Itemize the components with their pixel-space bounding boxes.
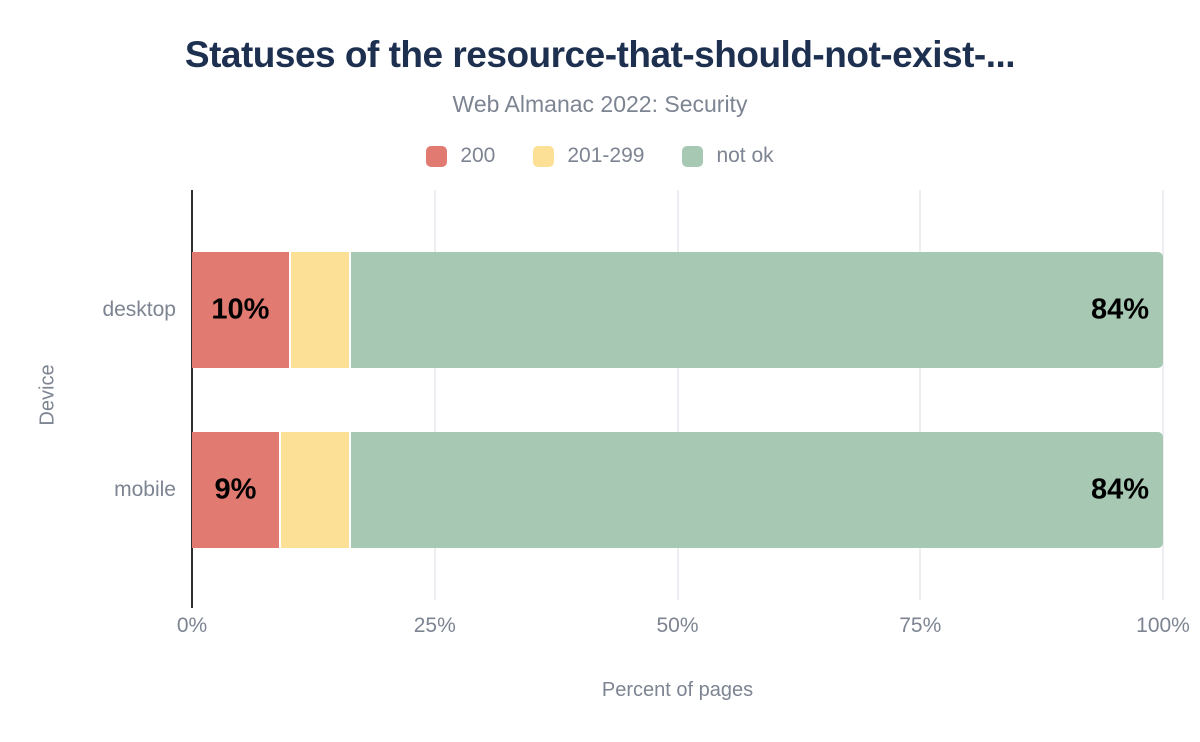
x-tick-label-0: 0% bbox=[176, 614, 208, 637]
legend-label-not ok: not ok bbox=[716, 144, 774, 167]
legend-item-201-299[interactable]: 201-299 bbox=[533, 144, 644, 168]
bar-segment-desktop-not ok: 84% bbox=[350, 252, 1163, 368]
bar-value-label-desktop-200: 10% bbox=[211, 293, 270, 326]
bar-segment-mobile-201-299 bbox=[281, 432, 349, 548]
x-tick-label-25: 25% bbox=[413, 614, 456, 637]
y-category-label-desktop: desktop bbox=[102, 298, 176, 321]
bar-row-desktop: 10% 84% bbox=[192, 252, 1163, 368]
bar-value-label-mobile-not ok: 84% bbox=[1090, 473, 1149, 506]
legend: 200 201-299 not ok bbox=[0, 141, 1200, 171]
legend-item-200[interactable]: 200 bbox=[426, 144, 495, 168]
chart-subtitle: Web Almanac 2022: Security bbox=[452, 91, 748, 117]
bar-segment-desktop-201-299 bbox=[290, 252, 349, 368]
gridline-75 bbox=[919, 190, 922, 600]
bar-row-mobile: 9% 84% bbox=[192, 432, 1163, 548]
legend-swatch-200 bbox=[426, 145, 448, 167]
bar-segment-mobile-not ok: 84% bbox=[350, 432, 1163, 548]
legend-item-not ok[interactable]: not ok bbox=[682, 144, 774, 168]
gridline-100 bbox=[1162, 190, 1164, 600]
legend-swatch-201-299 bbox=[533, 145, 555, 167]
x-tick-label-75: 75% bbox=[899, 614, 942, 637]
legend-label-201-299: 201-299 bbox=[567, 144, 645, 167]
bar-value-label-mobile-200: 9% bbox=[214, 473, 257, 506]
legend-label-200: 200 bbox=[460, 144, 496, 167]
y-axis-line bbox=[191, 190, 193, 608]
x-axis-title: Percent of pages bbox=[601, 679, 754, 701]
x-tick-label-50: 50% bbox=[656, 614, 699, 637]
y-category-label-mobile: mobile bbox=[114, 478, 176, 501]
legend-swatch-not ok bbox=[682, 145, 704, 167]
gridline-25 bbox=[433, 190, 436, 600]
x-axis-ticks: 0% 25% 50% 75% 100% bbox=[177, 614, 1190, 642]
y-axis-title: Device bbox=[36, 364, 59, 426]
bar-value-label-desktop-not ok: 84% bbox=[1090, 293, 1149, 326]
bar-segment-desktop-200: 10% bbox=[192, 252, 289, 368]
plot-area: 10% 84% 9% 84% bbox=[191, 190, 1164, 608]
x-tick-label-100: 100% bbox=[1136, 614, 1190, 637]
chart-title: Statuses of the resource-that-should-not… bbox=[184, 34, 1016, 75]
gridline-50 bbox=[676, 190, 679, 600]
bar-segment-mobile-200: 9% bbox=[192, 432, 280, 548]
